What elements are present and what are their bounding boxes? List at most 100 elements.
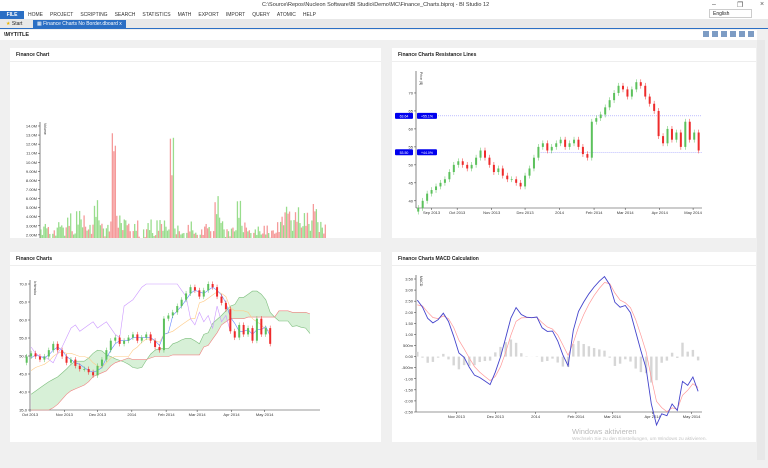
volume-bar xyxy=(233,231,236,238)
menu-home[interactable]: HOME xyxy=(28,11,43,18)
x-tick-label: Dec 2013 xyxy=(487,414,505,419)
print-icon[interactable] xyxy=(730,31,736,37)
vertical-scrollbar[interactable] xyxy=(757,40,765,460)
volume-bar xyxy=(135,230,137,238)
volume-bar xyxy=(160,223,163,238)
senkou-span-b xyxy=(31,310,311,411)
volume-bar xyxy=(83,215,85,238)
candle-up xyxy=(247,328,250,335)
volume-bar xyxy=(186,232,188,238)
volume-bar xyxy=(248,230,251,238)
candle-down xyxy=(78,365,81,370)
candle-up xyxy=(105,350,108,360)
y-tick-label: 10.0M xyxy=(26,160,37,165)
y-tick-label: 55 xyxy=(409,144,414,149)
volume-bar xyxy=(253,232,255,238)
volume-bar xyxy=(104,236,106,238)
histogram-bar xyxy=(681,342,684,357)
histogram-bar xyxy=(618,356,622,364)
menu-statistics[interactable]: STATISTICS xyxy=(142,11,171,18)
volume-bar xyxy=(196,234,198,238)
minimize-icon[interactable]: – xyxy=(712,1,716,8)
menu-help[interactable]: HELP xyxy=(302,11,316,18)
candle-up xyxy=(430,190,433,194)
y-tick-label: 45 xyxy=(409,180,414,185)
volume-bar xyxy=(278,232,280,238)
histogram-bar xyxy=(509,339,513,357)
histogram-bar xyxy=(655,356,658,381)
volume-bar xyxy=(95,216,97,238)
menu-query[interactable]: QUERY xyxy=(252,11,270,18)
menu-math[interactable]: MATH xyxy=(177,11,192,18)
x-tick-label: May 2014 xyxy=(684,210,702,215)
panel-title: Finance Charts Resistance Lines xyxy=(398,52,477,58)
menu-scripting[interactable]: SCRIPTING xyxy=(80,11,108,18)
resistance-value-badge xyxy=(395,112,413,119)
volume-bar xyxy=(256,234,258,238)
candle-up xyxy=(532,157,535,169)
menu-atomic[interactable]: ATOMIC xyxy=(276,11,296,18)
tab-close-icon[interactable]: x xyxy=(119,21,122,27)
histogram-bar xyxy=(592,347,596,357)
export-icon[interactable] xyxy=(739,31,745,37)
volume-bar xyxy=(183,233,185,238)
x-tick-label: May 2014 xyxy=(256,412,274,417)
x-tick-label: Nov 2013 xyxy=(56,412,74,417)
volume-bar xyxy=(47,226,50,238)
menu-search[interactable]: SEARCH xyxy=(114,11,136,18)
close-window-icon[interactable]: × xyxy=(760,1,765,8)
file-menu-button[interactable]: FILE xyxy=(0,10,24,19)
volume-bar xyxy=(244,222,246,238)
save-icon[interactable] xyxy=(721,31,727,37)
star-icon: ★ xyxy=(6,21,11,27)
volume-bar xyxy=(159,220,161,238)
settings-icon[interactable] xyxy=(748,31,754,37)
candle-up xyxy=(207,284,210,291)
volume-bar xyxy=(221,221,224,238)
volume-bar xyxy=(84,226,87,238)
restore-icon[interactable]: ❐ xyxy=(737,2,744,9)
y-tick-label: -2.50 xyxy=(404,410,414,415)
volume-bar xyxy=(108,231,111,238)
histogram-bar xyxy=(540,356,544,362)
volume-bar xyxy=(308,223,310,238)
candle-down xyxy=(260,318,263,335)
volume-bar xyxy=(180,234,182,238)
volume-bar xyxy=(87,229,90,238)
volume-bar xyxy=(207,228,209,238)
ichimoku-chart: 35.0 40.0 45.0 50.0 55.0 60.0 65.0 70.0 Ichimoku… xyxy=(19,280,320,417)
histogram-bar xyxy=(468,356,471,366)
volume-bar xyxy=(168,229,170,238)
menu-export[interactable]: EXPORT xyxy=(198,11,219,18)
y-tick-label: 40 xyxy=(409,198,414,203)
volume-bar xyxy=(107,224,109,238)
watermark-text: Wechseln Sie zu den Einstellungen, um Wi… xyxy=(572,437,707,442)
tab-finance-charts[interactable]: ▦ Finance Charts No Border.dboard x xyxy=(33,20,126,29)
image-icon[interactable] xyxy=(712,31,718,37)
histogram-bar xyxy=(462,356,466,366)
candle-up xyxy=(123,340,126,344)
candle-up xyxy=(675,132,678,140)
histogram-bar xyxy=(613,356,617,366)
language-select[interactable]: English xyxy=(709,9,752,18)
candle-up xyxy=(47,350,50,357)
chart-icon[interactable] xyxy=(703,31,709,37)
candle-up xyxy=(684,121,687,147)
volume-bar xyxy=(128,223,130,238)
candle-up xyxy=(83,369,86,370)
histogram-bar xyxy=(494,352,497,357)
tab-start[interactable]: ★ Start xyxy=(2,20,26,29)
panel-ichimoku: Finance Charts 35.0 40.0 45.0 50.0 55.0 60.0 6… xyxy=(10,252,381,442)
menu-project[interactable]: PROJECT xyxy=(50,11,74,18)
menu-import[interactable]: IMPORT xyxy=(225,11,246,18)
volume-bar xyxy=(55,235,57,238)
candle-down xyxy=(466,164,469,169)
panel-title: Finance Charts xyxy=(16,256,53,262)
candle-up xyxy=(599,114,602,119)
volume-bar xyxy=(290,220,292,238)
candle-down xyxy=(461,161,464,165)
volume-bar xyxy=(279,221,282,238)
volume-bar xyxy=(92,224,94,238)
candle-up xyxy=(573,139,576,144)
histogram-bar xyxy=(582,344,585,357)
